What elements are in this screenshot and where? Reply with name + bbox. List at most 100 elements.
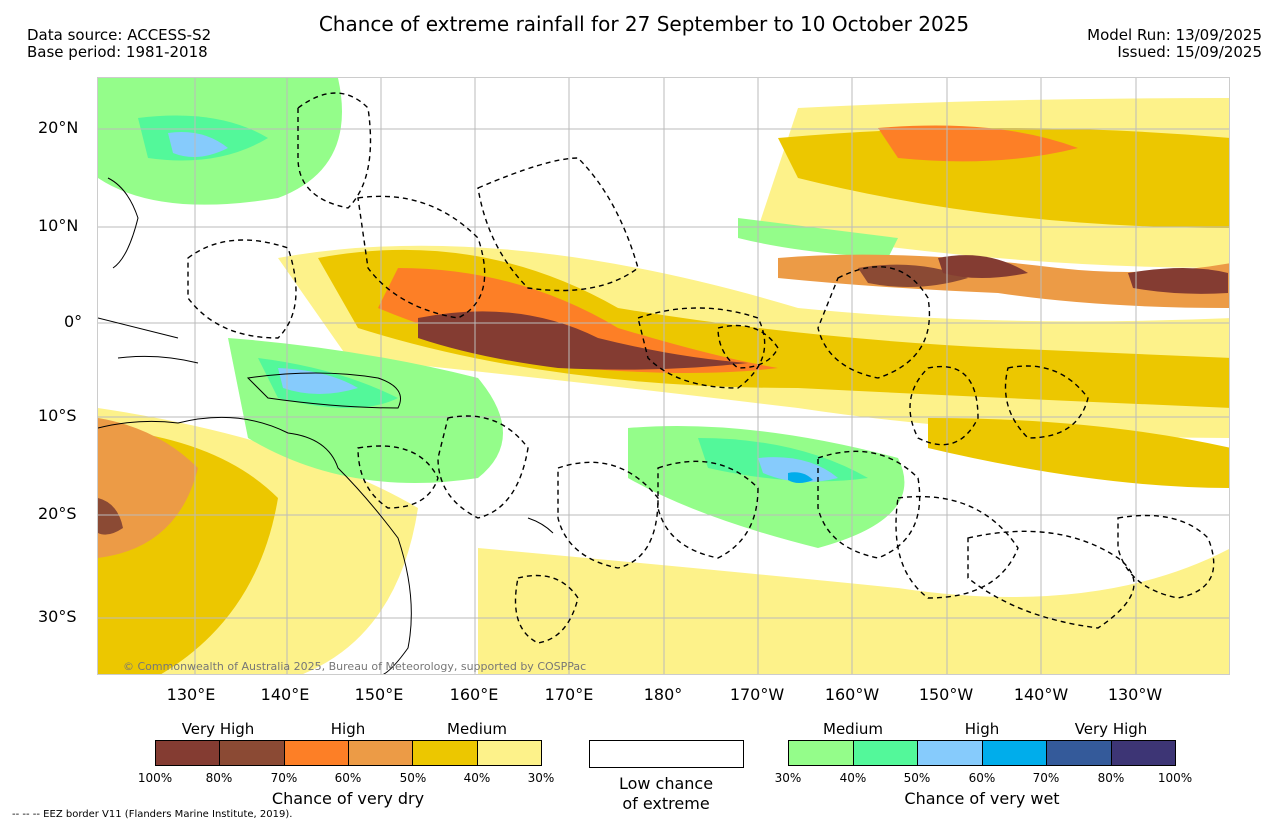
rainfall-fields (98, 78, 1229, 674)
wet-tick: 50% (903, 771, 931, 785)
wet-tick: 80% (1097, 771, 1125, 785)
lat-label-20n: 20°N (38, 118, 79, 137)
wet-vhigh-region (758, 457, 838, 482)
wet-swatch-1 (853, 741, 918, 765)
wet-colorbar (788, 740, 1176, 766)
eez-border (657, 460, 759, 559)
philippines-coast (107, 177, 139, 269)
dry-swatch-5 (477, 741, 541, 765)
model-run: Model Run: 13/09/2025 (1087, 26, 1262, 44)
wet-level-very-high: Very High (1074, 720, 1148, 738)
eez-border (477, 157, 639, 292)
eez-border (437, 415, 529, 519)
lon-label-170e: 170°E (544, 685, 594, 704)
new-caledonia-coast (527, 517, 554, 534)
lon-label-150w: 150°W (918, 685, 974, 704)
eez-border (967, 530, 1135, 629)
lon-label-160w: 160°W (824, 685, 880, 704)
issued-date: Issued: 15/09/2025 (1117, 43, 1262, 61)
dry-tick: 80% (205, 771, 233, 785)
lat-label-30s: 30°S (38, 607, 77, 626)
rainfall-map (97, 77, 1230, 675)
wet-tick: 40% (839, 771, 867, 785)
low-chance-label: Low chance of extreme (586, 774, 746, 814)
dry-tick: 60% (334, 771, 362, 785)
dry-level-very-high: Very High (181, 720, 255, 738)
lon-label-150e: 150°E (354, 685, 404, 704)
dry-vhigh-region (1128, 268, 1228, 294)
dry-tick: 30% (527, 771, 555, 785)
eez-border (297, 92, 372, 209)
dry-swatch-3 (348, 741, 414, 765)
wet-tick: 70% (1032, 771, 1060, 785)
australia-coast (98, 416, 412, 674)
eez-border (717, 324, 779, 369)
wet-tick: 100% (1157, 771, 1193, 785)
wet-swatch-2 (918, 741, 983, 765)
run-info: Model Run: 13/09/2025 Issued: 15/09/2025 (1087, 27, 1262, 61)
eez-border (895, 495, 1019, 599)
lat-label-20s: 20°S (38, 504, 77, 523)
eez-border (817, 450, 921, 559)
low-chance-line1: Low chance (618, 774, 714, 793)
lon-label-130e: 130°E (166, 685, 216, 704)
eez-border (817, 266, 931, 379)
wet-medium-region (738, 218, 898, 258)
graticule (98, 78, 1229, 674)
wet-level-medium: Medium (823, 720, 883, 738)
map-canvas (98, 78, 1229, 674)
wet-legend-title: Chance of very wet (904, 789, 1060, 808)
new-guinea-coast (246, 372, 401, 409)
lat-label-10s: 10°S (38, 406, 77, 425)
eez-border (1117, 514, 1215, 599)
indonesia-coast (98, 317, 199, 364)
wet-tick: 30% (774, 771, 802, 785)
wet-swatch-3 (982, 741, 1047, 765)
dry-level-medium: Medium (447, 720, 507, 738)
dry-tick: 100% (137, 771, 173, 785)
dry-tick: 70% (270, 771, 298, 785)
lon-label-170w: 170°W (729, 685, 785, 704)
wet-swatch-0 (789, 741, 854, 765)
lon-label-160e: 160°E (449, 685, 499, 704)
base-period: Base period: 1981-2018 (27, 43, 208, 61)
dry-vhigh-region (938, 255, 1028, 278)
lon-label-140e: 140°E (260, 685, 310, 704)
dry-vhigh-region (418, 311, 748, 370)
dry-level-high: High (330, 720, 366, 738)
eez-footnote: -- -- -- EEZ border V11 (Flanders Marine… (12, 809, 293, 820)
wet-level-high: High (964, 720, 1000, 738)
dry-vhigh-region (98, 498, 123, 535)
wet-medium-region (628, 426, 905, 548)
eez-border (557, 461, 659, 569)
wet-swatch-4 (1047, 741, 1112, 765)
dry-vhigh-region (858, 264, 968, 287)
map-credit: © Commonwealth of Australia 2025, Bureau… (123, 660, 587, 673)
wet-extreme-region (788, 472, 813, 483)
coastlines (98, 177, 554, 674)
eez-border (514, 574, 579, 644)
dry-legend-title: Chance of very dry (271, 789, 425, 808)
eez-border (357, 445, 439, 509)
eez-border (909, 366, 979, 446)
dry-colorbar (155, 740, 542, 766)
lon-label-180: 180° (643, 685, 683, 704)
dry-swatch-4 (413, 741, 478, 765)
dry-high-region (98, 418, 198, 558)
lat-label-10n: 10°N (38, 216, 79, 235)
dry-swatch-0 (156, 741, 221, 765)
dry-high-region (878, 125, 1078, 162)
dry-swatch-2 (284, 741, 349, 765)
lon-label-130w: 130°W (1107, 685, 1163, 704)
wet-vhigh-region (278, 368, 358, 394)
eez-border (357, 195, 486, 319)
eez-border (637, 307, 766, 389)
dry-swatch-1 (220, 741, 285, 765)
low-chance-line2: of extreme (622, 794, 710, 813)
dry-medium-region (478, 548, 1229, 674)
wet-vhigh-region (168, 132, 228, 157)
lon-label-140w: 140°W (1013, 685, 1069, 704)
lat-label-equator: 0° (64, 312, 83, 331)
dry-gold-region (928, 418, 1229, 488)
map-title: Chance of extreme rainfall for 27 Septem… (318, 12, 970, 36)
